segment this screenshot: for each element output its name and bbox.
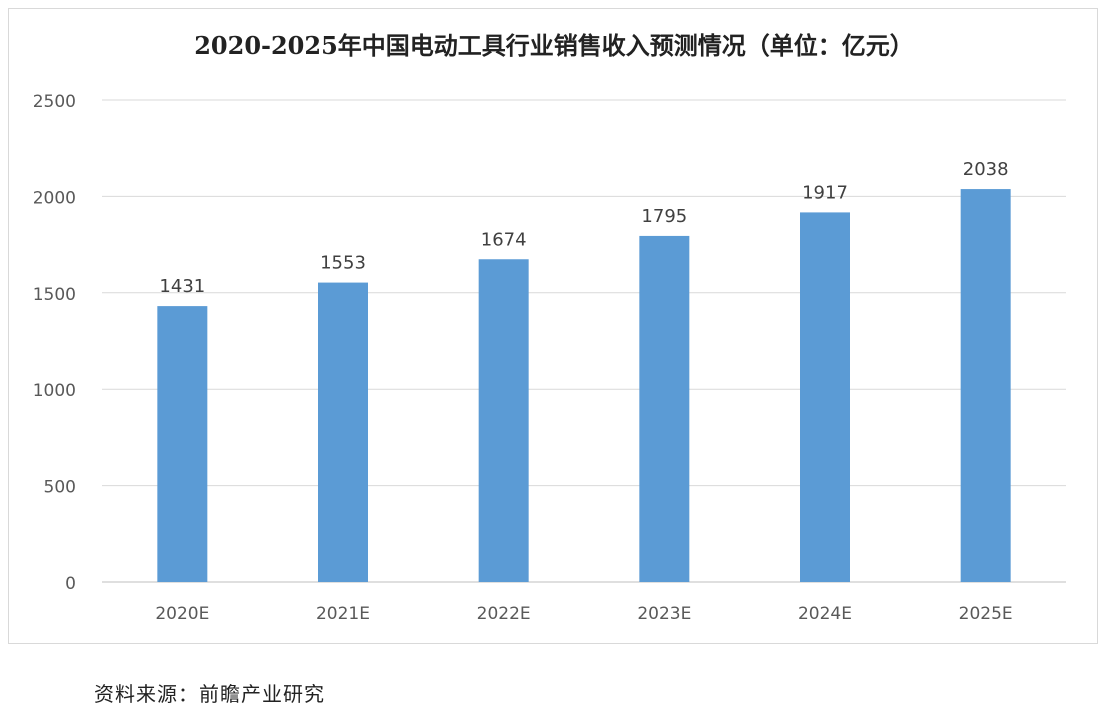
x-tick-label: 2021E — [316, 604, 370, 624]
y-tick-label: 0 — [65, 574, 76, 594]
x-tick-label: 2023E — [637, 604, 691, 624]
y-tick-label: 1500 — [33, 285, 76, 305]
bar — [157, 306, 208, 582]
y-tick-label: 2500 — [33, 92, 76, 112]
x-tick-label: 2022E — [477, 604, 531, 624]
data-label: 1795 — [641, 206, 687, 227]
y-tick-label: 500 — [44, 478, 76, 498]
bar — [478, 259, 529, 582]
data-label: 1553 — [320, 253, 366, 274]
bar — [800, 212, 850, 582]
x-tick-label: 2020E — [155, 604, 209, 624]
bar-chart: 0 500 1000 1500 2000 2500 1431 2020E 1553 2021E 16… — [33, 92, 1066, 624]
source-note: 资料来源：前瞻产业研究 — [94, 682, 325, 706]
data-label: 2038 — [963, 159, 1009, 180]
x-tick-label: 2024E — [798, 604, 852, 624]
bar — [960, 189, 1011, 582]
bar — [639, 235, 690, 582]
chart-title: 2020-2025年中国电动工具行业销售收入预测情况（单位：亿元） — [194, 31, 914, 60]
x-tick-label: 2025E — [959, 604, 1013, 624]
data-label: 1431 — [159, 276, 205, 297]
data-label: 1917 — [802, 182, 848, 203]
bar — [318, 282, 368, 582]
y-tick-label: 2000 — [33, 188, 76, 208]
y-tick-label: 1000 — [33, 381, 76, 401]
data-label: 1674 — [481, 229, 527, 250]
